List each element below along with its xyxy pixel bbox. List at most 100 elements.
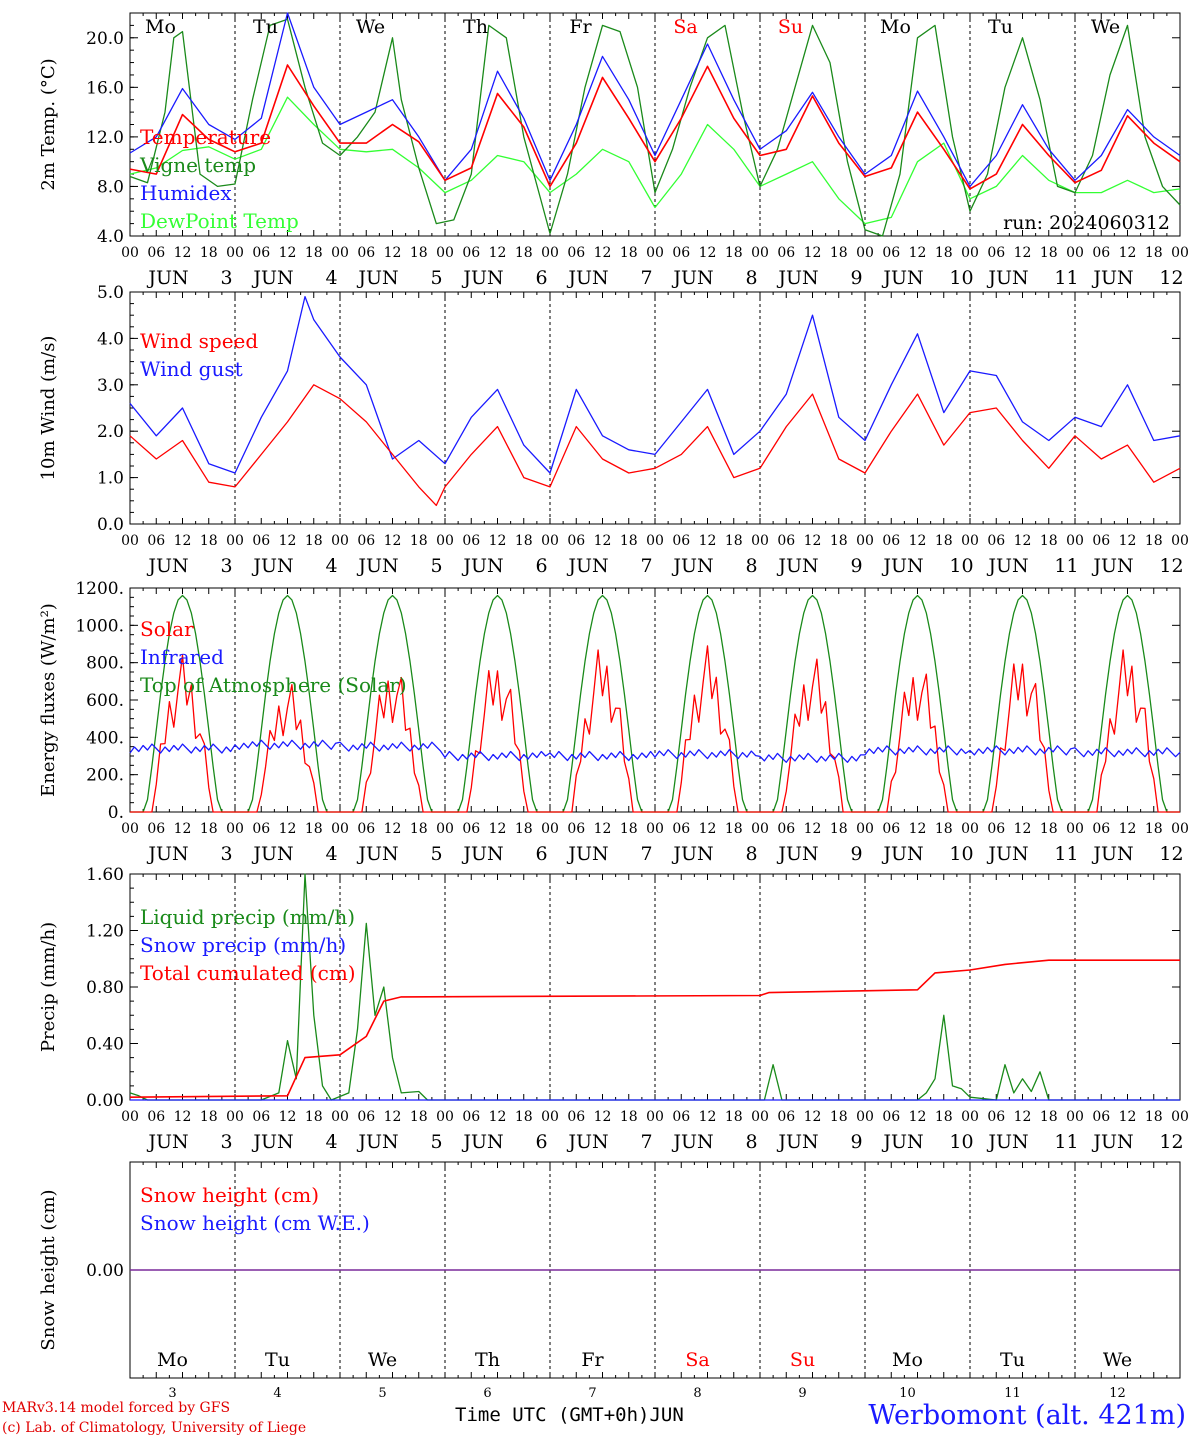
hour-label: 06 xyxy=(462,1109,480,1125)
hour-label: 00 xyxy=(961,1109,979,1125)
hour-label: 06 xyxy=(462,245,480,261)
hour-label: 06 xyxy=(357,245,375,261)
month-label: JUN xyxy=(671,1131,713,1153)
weekday-label: Tu xyxy=(253,16,278,38)
hour-label: 18 xyxy=(1145,533,1163,549)
hour-label: 18 xyxy=(515,533,533,549)
legend-cum: Total cumulated (cm) xyxy=(140,961,356,985)
month-label: JUN xyxy=(356,267,398,289)
month-label: JUN xyxy=(251,1131,293,1153)
hour-label: 00 xyxy=(1171,245,1189,261)
hour-label: 12 xyxy=(594,821,612,837)
month-label: JUN xyxy=(146,843,188,865)
weekday-label: Fr xyxy=(569,16,592,38)
hour-label: 00 xyxy=(121,1109,139,1125)
y-tick-label: 1000. xyxy=(75,616,124,636)
y-tick-label: 400. xyxy=(86,728,124,748)
hour-label: 00 xyxy=(751,821,769,837)
hour-label: 06 xyxy=(252,533,270,549)
day-number-bottom: 6 xyxy=(483,1386,491,1401)
hour-label: 12 xyxy=(384,821,402,837)
weekday-label: Sa xyxy=(673,16,697,38)
hour-label: 00 xyxy=(121,821,139,837)
day-number-label: 11 xyxy=(1054,267,1078,289)
hour-label: 12 xyxy=(174,1109,192,1125)
y-tick-label: 5.0 xyxy=(97,283,124,303)
hour-label: 18 xyxy=(1145,1109,1163,1125)
weekday-label: We xyxy=(1091,16,1120,38)
month-label: JUN xyxy=(251,555,293,577)
hour-label: 12 xyxy=(804,245,822,261)
hour-label: 18 xyxy=(305,821,323,837)
day-number-bottom: 3 xyxy=(168,1386,176,1401)
y-tick-label: 4.0 xyxy=(97,227,124,247)
station-name: Werbomont (alt. 421m) xyxy=(868,1400,1186,1431)
hour-label: 06 xyxy=(567,821,585,837)
day-number-label: 12 xyxy=(1159,843,1183,865)
day-number-bottom: 7 xyxy=(588,1386,596,1401)
day-number-label: 8 xyxy=(745,1131,757,1153)
day-number-label: 9 xyxy=(850,267,862,289)
hour-label: 18 xyxy=(830,1109,848,1125)
hour-label: 00 xyxy=(1066,245,1084,261)
hour-label: 06 xyxy=(357,533,375,549)
day-number-bottom: 11 xyxy=(1004,1386,1021,1401)
day-number-label: 5 xyxy=(430,843,442,865)
hour-label: 06 xyxy=(882,1109,900,1125)
hour-label: 00 xyxy=(1066,1109,1084,1125)
legend-wg: Wind gust xyxy=(140,357,243,381)
day-number-label: 4 xyxy=(325,843,337,865)
hour-label: 00 xyxy=(961,245,979,261)
hour-label: 18 xyxy=(200,533,218,549)
y-tick-label: 0. xyxy=(108,803,124,823)
month-label: JUN xyxy=(461,267,503,289)
hour-label: 18 xyxy=(515,245,533,261)
hour-label: 18 xyxy=(200,245,218,261)
hour-label: 18 xyxy=(410,821,428,837)
weekday-label-bottom: Mo xyxy=(157,1349,188,1371)
hour-label: 06 xyxy=(1092,821,1110,837)
hour-label: 18 xyxy=(620,821,638,837)
weekday-label-bottom: Sa xyxy=(685,1349,709,1371)
legend-vigne: Vigne temp xyxy=(139,153,256,177)
hour-label: 18 xyxy=(725,1109,743,1125)
month-label: JUN xyxy=(251,267,293,289)
hour-label: 18 xyxy=(620,1109,638,1125)
day-number-label: 3 xyxy=(220,555,232,577)
hour-label: 06 xyxy=(882,245,900,261)
hour-label: 18 xyxy=(305,245,323,261)
day-number-bottom: 4 xyxy=(273,1386,281,1401)
month-label: JUN xyxy=(566,843,608,865)
month-label: JUN xyxy=(986,555,1028,577)
weekday-label: Th xyxy=(463,16,488,38)
y-tick-label: 4.0 xyxy=(97,329,124,349)
hour-label: 06 xyxy=(987,1109,1005,1125)
day-number-label: 5 xyxy=(430,1131,442,1153)
legend-temp: Temperature xyxy=(140,125,271,149)
hour-label: 06 xyxy=(357,1109,375,1125)
day-number-label: 12 xyxy=(1159,267,1183,289)
y-tick-label: 0.80 xyxy=(86,978,124,998)
hour-label: 06 xyxy=(672,245,690,261)
hour-label: 12 xyxy=(699,245,717,261)
hour-label: 00 xyxy=(646,1109,664,1125)
hour-label: 12 xyxy=(1014,533,1032,549)
x-axis-title-text: Time UTC (GMT+0h) xyxy=(455,1404,650,1426)
month-label: JUN xyxy=(566,555,608,577)
day-number-label: 6 xyxy=(535,1131,547,1153)
hour-label: 18 xyxy=(830,533,848,549)
y-tick-label: 3.0 xyxy=(97,376,124,396)
hour-label: 12 xyxy=(489,245,507,261)
legend-swe: Snow height (cm W.E.) xyxy=(140,1211,370,1235)
weekday-label-bottom: Tu xyxy=(265,1349,290,1371)
weekday-label-bottom: Tu xyxy=(1000,1349,1025,1371)
month-label: JUN xyxy=(986,267,1028,289)
series-liquid-precip xyxy=(129,873,1180,1101)
hour-label: 18 xyxy=(410,1109,428,1125)
month-label: JUN xyxy=(146,555,188,577)
day-number-label: 6 xyxy=(535,267,547,289)
day-number-bottom: 12 xyxy=(1109,1386,1126,1401)
y-tick-label: 12.0 xyxy=(86,128,124,148)
hour-label: 00 xyxy=(331,245,349,261)
day-number-label: 9 xyxy=(850,843,862,865)
